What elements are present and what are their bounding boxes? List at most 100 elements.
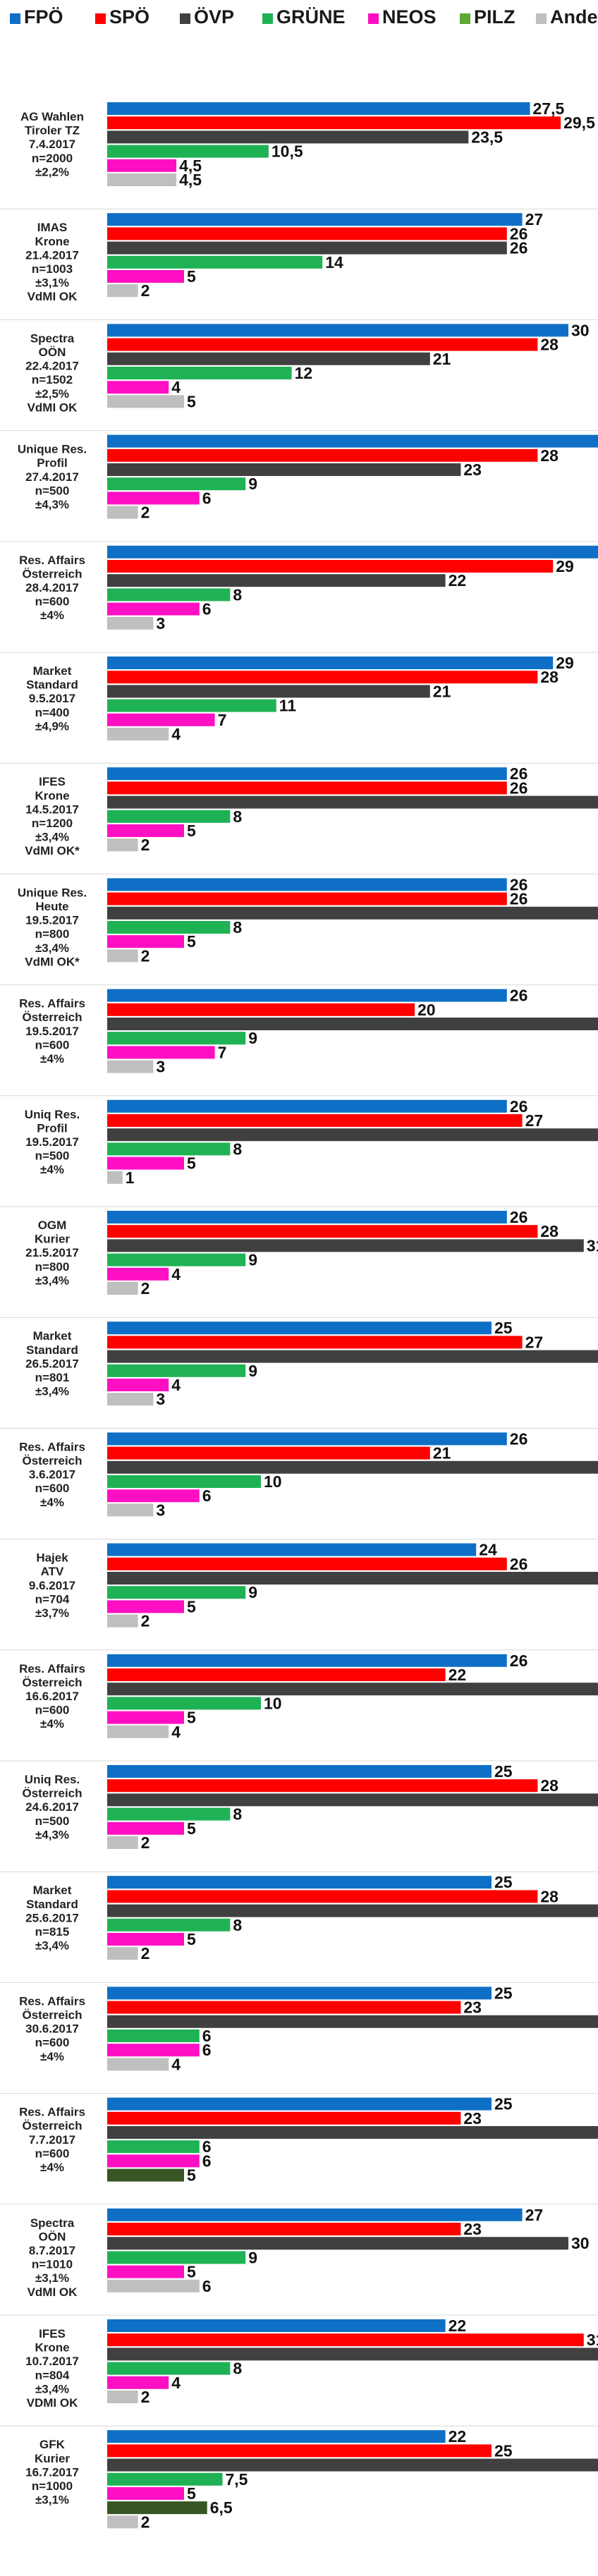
poll-label-line: Uniq Res. [25,1773,80,1786]
poll-label-line: Profil [37,456,67,470]
bar-value-andere: 2 [141,836,150,854]
bar-value-spoe: 29,5 [563,114,595,132]
poll-label-line: 19.5.2017 [25,1025,79,1038]
bar-spoe [107,338,538,351]
bar-value-fpoe: 25 [494,2095,513,2113]
bar-gruene [107,699,276,712]
bar-oevp [107,463,461,476]
poll-label-line: 26.5.2017 [25,1357,79,1370]
bar-value-neos: 5 [187,1930,196,1948]
poll-label-line: Österreich [22,1011,82,1024]
bar-value-fpoe: 25 [494,1984,513,2002]
bar-fpoe [107,2097,492,2111]
bar-fpoe [107,1654,507,1667]
bar-value-fpoe: 27 [525,2206,544,2224]
poll-label-line: Unique Res. [18,886,87,899]
poll-label-line: ±3,4% [35,1939,69,1953]
poll-label-line: 25.6.2017 [25,1911,79,1924]
bar-spoe [107,1779,538,1793]
bar-value-neos: 5 [187,2484,196,2503]
poll-label-line: n=600 [35,2147,70,2160]
bar-spoe [107,1557,507,1570]
poll-label-line: 8.7.2017 [29,2244,75,2257]
bar-value-andere: 2 [141,281,150,300]
bar-value-gruene: 8 [233,807,242,826]
poll-label-line: Res. Affairs [19,997,85,1011]
poll-label-line: 14.5.2017 [25,802,79,816]
bar-value-neos: 4 [171,1265,181,1283]
bar-fpoe [107,1321,492,1335]
legend-label-andere: Andere/? [550,6,598,28]
poll-label-line: VdMI OK [28,2285,78,2299]
poll-label-line: Österreich [22,2008,82,2022]
bar-value-gruene: 9 [248,475,257,493]
bar-value-fpoe: 27,5 [533,99,565,118]
bar-value-neos: 4,5 [179,157,202,175]
bar-oevp [107,241,507,255]
poll-label-line: Krone [35,789,69,802]
bar-oevp [107,906,598,920]
poll-label-line: Res. Affairs [19,1994,85,2008]
poll-label-line: Uniq Res. [25,1108,80,1121]
poll-label-line: ±4,3% [35,1828,69,1841]
bar-andere [107,616,154,630]
poll-label-line: OÖN [39,346,66,359]
bar-fpoe [107,434,598,448]
poll-label-line: ±4% [40,1163,64,1176]
bar-value-neos: 5 [187,822,196,840]
bar-andere [107,1393,154,1406]
bar-value-pilz: 6,5 [210,2498,233,2517]
bar-spoe [107,116,561,130]
bar-value-oevp: 31 [587,1236,598,1255]
poll-label-line: n=1000 [32,2479,73,2493]
bar-value-gruene: 11 [279,697,297,715]
bar-value-gruene: 7,5 [226,2470,248,2489]
poll-label-line: n=600 [35,595,70,609]
bar-value-gruene: 14 [325,253,343,271]
bar-value-andere: 1 [126,1168,135,1187]
bar-value-neos: 5 [187,932,196,951]
bar-value-spoe: 26 [510,1555,528,1573]
poll-label-line: ±3,1% [35,276,69,290]
bar-oevp [107,1683,598,1696]
poll-label-line: ±4% [40,1052,64,1066]
bar-value-gruene: 8 [233,585,242,604]
bar-value-fpoe: 24 [479,1541,497,1559]
bar-oevp [107,574,446,587]
bar-oevp [107,2458,598,2472]
legend-swatch-neos [368,13,379,24]
poll-label-line: n=1502 [32,373,73,386]
poll-label-line: ±4,9% [35,719,69,733]
bar-spoe [107,1114,523,1127]
bar-value-andere: 5 [187,392,196,410]
bar-gruene [107,1697,261,1710]
poll-label-line: Res. Affairs [19,1662,85,1675]
bar-value-gruene: 10 [264,1694,282,1712]
bar-gruene [107,588,231,602]
bar-value-gruene: 9 [248,1362,257,1380]
poll-label-line: n=800 [35,1260,70,1274]
poll-label-line: ±3,7% [35,1606,69,1620]
bar-value-gruene: 10,5 [271,142,303,161]
bar-value-andere: 4 [171,2055,181,2073]
bar-value-oevp: 23 [463,460,482,479]
bar-gruene [107,1586,246,1599]
bar-pilz [107,2501,207,2515]
bar-value-gruene: 9 [248,1029,257,1047]
legend-swatch-oevp [180,13,190,24]
poll-label-line: n=500 [35,1814,70,1828]
poll-label-line: Österreich [22,2119,82,2132]
bar-andere [107,1947,138,1960]
bar-spoe [107,448,538,462]
bar-spoe [107,1225,538,1238]
bar-spoe [107,1336,523,1349]
bar-gruene [107,2140,200,2154]
bar-value-neos: 5 [187,1819,196,1838]
bar-spoe [107,2444,492,2458]
bar-value-fpoe: 25 [494,1873,513,1891]
poll-label-line: n=801 [35,1371,70,1384]
bar-value-neos: 4 [171,378,181,396]
bar-value-spoe: 27 [525,1333,544,1351]
poll-label-line: 19.5.2017 [25,1135,79,1149]
poll-label-line: ±3,4% [35,1274,69,1287]
